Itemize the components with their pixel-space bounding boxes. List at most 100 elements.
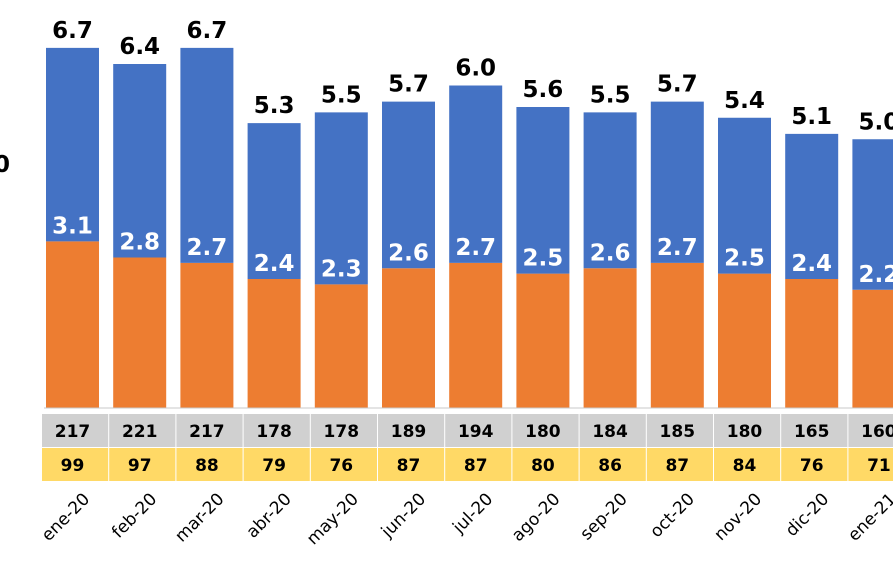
bar-bottom-mar-20 [180,262,234,408]
table-cell: 185 [660,422,696,442]
table-cell-bg [310,414,377,447]
table-cell-bg [378,414,445,447]
table-cell: 184 [592,422,628,442]
table-cell-bg [848,448,893,481]
total-value-label: 5.5 [590,82,631,108]
table-cell: 189 [391,422,427,442]
table-cell-bg [378,448,445,481]
category-label: dic-20 [782,489,833,540]
y-axis-tick-fragment: 0 [0,152,10,178]
bar-top-jun-20 [382,101,435,269]
table-cell: 87 [464,456,488,476]
table-cell-bg [243,414,310,447]
category-label: ene-21 [844,489,893,545]
table-cell-bg [243,448,310,481]
total-value-label: 6.0 [455,56,496,82]
bar-top-may-20 [314,112,368,285]
table-cell-bg [176,414,243,447]
total-value-label: 6.7 [52,18,93,44]
table-cell-bg [176,448,243,481]
bar-top-sep-20 [583,112,637,269]
category-label: mar-20 [171,489,228,546]
bar-top-ene-21 [852,139,893,290]
bar-top-nov-20 [718,117,771,274]
category-label: sep-20 [577,489,632,544]
table-cell-bg [579,448,646,481]
table-cell-bg [646,448,713,481]
table-cell: 88 [195,456,219,476]
table-cell: 87 [397,456,421,476]
bar-top-jul-20 [449,85,503,263]
table-cell: 84 [733,456,757,476]
table-cell: 79 [262,456,286,476]
total-value-label: 5.4 [724,88,765,114]
total-value-label: 6.7 [187,18,228,44]
table-cell: 180 [525,422,561,442]
table-cell: 160 [861,422,893,442]
bar-top-mar-20 [180,47,234,263]
category-label: abr-20 [243,489,296,542]
category-label: oct-20 [646,489,698,541]
bar-bottom-may-20 [314,284,368,408]
table-cell-bg [42,448,109,481]
bar-bottom-feb-20 [113,257,167,408]
category-label: feb-20 [108,489,161,542]
bar-top-feb-20 [113,64,167,258]
table-cell-bg [781,414,848,447]
bar-top-oct-20 [650,101,704,263]
table-cell: 76 [800,456,824,476]
total-value-label: 5.7 [388,72,429,98]
table-cell: 178 [256,422,292,442]
table-cell: 221 [122,422,158,442]
total-value-label: 5.3 [254,93,295,119]
table-cell: 165 [794,422,830,442]
total-value-label: 5.7 [657,72,698,98]
bar-top-abr-20 [247,123,301,279]
bottom-value-label: 2.4 [791,251,832,277]
table-cell: 99 [61,456,85,476]
bar-bottom-jul-20 [449,262,503,408]
table-cell: 217 [55,422,91,442]
bar-bottom-oct-20 [650,262,704,408]
total-value-label: 6.4 [119,34,160,60]
table-cell: 217 [189,422,225,442]
bottom-value-label: 2.2 [859,262,893,288]
table-cell-bg [445,414,512,447]
bars-group: 3.1 6.7 2.8 6.4 2.7 6.7 2.4 5.3 2.3 5.5 2.6 5.7 2.7 6… [46,18,893,408]
table-cell-bg [310,448,377,481]
table-cell-bg [781,448,848,481]
table-cell-bg [512,414,579,447]
category-axis-labels: ene-20 feb-20 mar-20 abr-20 may-20 jun-20 jul-… [38,489,893,549]
bottom-value-label: 2.8 [119,230,160,256]
table-cell-bg [42,414,109,447]
table-cell: 76 [329,456,353,476]
bar-top-dic-20 [785,133,839,279]
table-cell-bg [109,448,176,481]
table-cell-bg [646,414,713,447]
bar-bottom-abr-20 [247,279,301,408]
total-value-label: 5.0 [859,109,893,135]
bar-bottom-ene-21 [852,289,893,408]
table-cell-bg [445,448,512,481]
bottom-value-label: 2.7 [455,235,496,261]
bottom-value-label: 2.7 [187,235,228,261]
table-cell: 194 [458,422,494,442]
bottom-value-label: 2.6 [388,240,429,266]
table-cell-bg [714,414,781,447]
bar-top-ago-20 [516,107,570,274]
table-cell: 180 [727,422,763,442]
table-cell-bg [848,414,893,447]
bar-bottom-jun-20 [382,268,435,408]
category-label: nov-20 [710,489,766,545]
category-label: jun-20 [377,489,430,542]
table-cell: 80 [531,456,555,476]
total-value-label: 5.5 [321,82,362,108]
total-value-label: 5.6 [523,77,564,103]
bottom-value-label: 2.5 [724,246,765,272]
table-cell: 97 [128,456,152,476]
table-cell-bg [714,448,781,481]
table-cell: 87 [665,456,689,476]
bottom-value-label: 3.1 [52,213,93,239]
bar-bottom-ago-20 [516,273,570,408]
